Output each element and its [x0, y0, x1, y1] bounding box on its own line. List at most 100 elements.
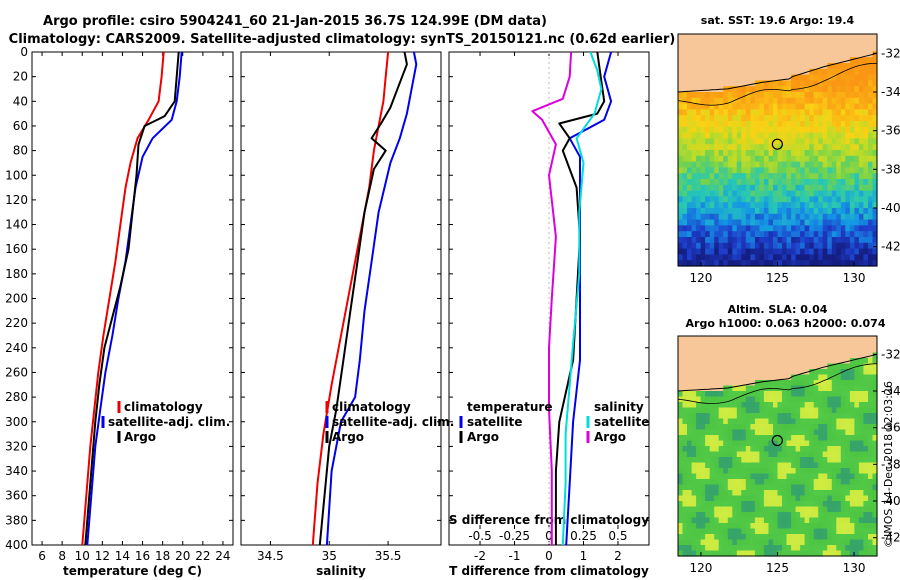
map-cell — [804, 202, 810, 209]
map-cell — [831, 184, 837, 192]
map-cell — [754, 219, 760, 226]
map-cell — [763, 121, 769, 128]
map-cell — [741, 435, 747, 442]
map-cell — [687, 254, 693, 261]
map-cell — [800, 435, 806, 442]
map-cell — [863, 468, 869, 475]
map-cell — [822, 435, 828, 442]
map-cell — [718, 396, 724, 403]
series-line-satellite-adj-clim- — [86, 51, 183, 546]
map-cell — [750, 539, 756, 546]
map-cell — [705, 132, 711, 139]
map-cell — [872, 528, 878, 535]
map-cell — [705, 501, 711, 508]
map-cell — [727, 237, 733, 244]
map-cell — [827, 495, 833, 502]
map-cell — [809, 506, 815, 513]
map-cell — [840, 167, 846, 174]
map-cell — [782, 144, 788, 151]
map-cell — [836, 429, 842, 436]
map-cell — [700, 446, 706, 453]
map-cell — [818, 208, 824, 215]
map-cell — [849, 179, 855, 186]
map-cell — [714, 473, 720, 480]
map-cell — [696, 219, 702, 226]
map-cell — [868, 490, 874, 497]
map-cell — [763, 418, 769, 425]
map-cell — [705, 479, 711, 486]
map-cell — [763, 126, 769, 134]
map-cell — [840, 190, 846, 197]
map-cell — [800, 374, 806, 381]
map-cell — [696, 155, 702, 163]
map-cell — [840, 63, 846, 70]
map-cell — [727, 86, 733, 93]
map-cell — [831, 109, 837, 116]
map-cell — [845, 484, 851, 491]
map-cell — [863, 369, 869, 376]
map-cell — [750, 523, 756, 530]
map-cell — [791, 374, 797, 381]
map-cell — [696, 213, 702, 221]
map-cell — [700, 435, 706, 442]
map-cell — [795, 242, 801, 250]
map-cell — [795, 237, 801, 244]
map-cell — [854, 462, 860, 469]
map-cell — [804, 391, 810, 398]
map-cell — [727, 202, 733, 209]
map-cell — [822, 380, 828, 387]
map-cell — [831, 103, 837, 110]
map-cell — [836, 121, 842, 128]
map-cell — [696, 242, 702, 250]
map-cell — [732, 457, 738, 464]
y-tick-label: 300 — [5, 415, 28, 429]
map-cell — [718, 534, 724, 541]
map-cell — [727, 225, 733, 232]
map-cell — [736, 86, 742, 93]
map-cell — [809, 237, 815, 244]
map-cell — [863, 534, 869, 541]
map-cell — [827, 219, 833, 226]
map-cell — [827, 550, 833, 557]
map-cell — [714, 231, 720, 238]
map-cell — [696, 248, 702, 255]
map-cell — [786, 225, 792, 232]
map-cell — [827, 190, 833, 197]
map-cell — [813, 462, 819, 469]
map-cell — [718, 479, 724, 486]
map-cell — [709, 115, 715, 122]
map-cell — [831, 517, 837, 524]
map-cell — [868, 418, 874, 425]
map-cell — [705, 391, 711, 398]
map-cell — [759, 407, 765, 414]
map-cell — [736, 473, 742, 480]
map-cell — [804, 374, 810, 381]
map-cell — [849, 121, 855, 128]
map-cell — [682, 517, 688, 524]
map-cell — [718, 545, 724, 552]
map-cell — [782, 208, 788, 215]
map-cell — [858, 545, 864, 552]
map-cell — [705, 473, 711, 480]
map-cell — [754, 92, 760, 99]
series-line-satellite-adj-clim- — [325, 51, 418, 546]
map-cell — [872, 103, 878, 110]
map-cell — [804, 446, 810, 453]
map-cell — [791, 468, 797, 475]
map-cell — [868, 80, 874, 87]
map-cell — [736, 517, 742, 524]
map-cell — [700, 196, 706, 203]
map-cell — [822, 473, 828, 480]
map-cell — [727, 121, 733, 128]
map-cell — [868, 150, 874, 157]
map-cell — [813, 103, 819, 110]
map-cell — [691, 161, 697, 168]
map-cell — [795, 190, 801, 197]
map-cell — [768, 248, 774, 255]
map-cell — [687, 144, 693, 151]
map-cell — [777, 462, 783, 469]
map-cell — [736, 413, 742, 420]
map-cell — [736, 440, 742, 447]
map-cell — [809, 115, 815, 122]
map-cell — [678, 138, 684, 145]
